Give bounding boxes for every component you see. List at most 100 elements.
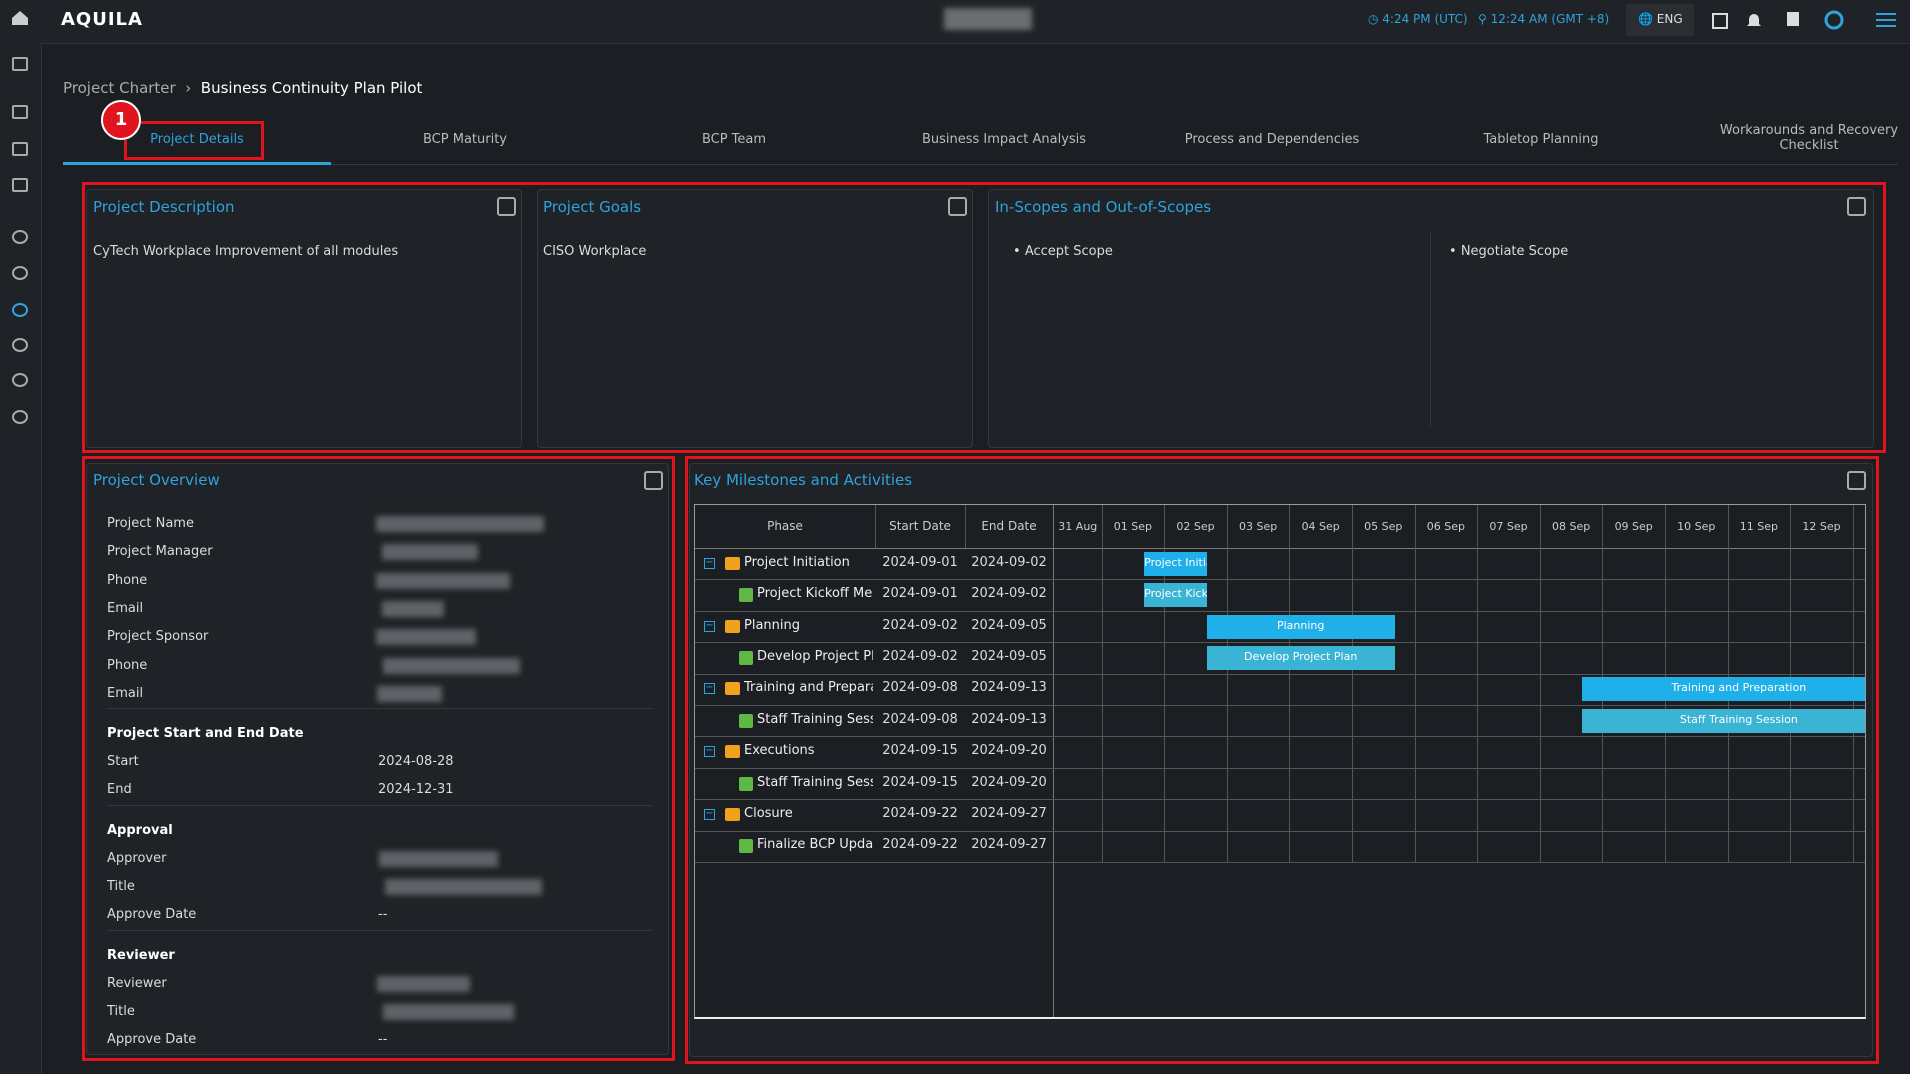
sidebar-icon[interactable]	[12, 410, 28, 424]
row-name: Closure	[744, 805, 793, 821]
tab[interactable]: Business Impact Analysis	[921, 132, 1087, 147]
task-icon	[739, 650, 753, 665]
highlight-box	[685, 456, 1879, 1064]
bell-icon[interactable]	[1746, 11, 1762, 29]
description-panel	[86, 189, 522, 448]
collapse-toggle[interactable]: −	[704, 619, 715, 632]
gantt-bar[interactable]: Training and Preparation	[1582, 677, 1865, 702]
sidebar-icon[interactable]	[12, 105, 28, 119]
gantt-bar[interactable]: Develop Project Plan	[1206, 645, 1395, 670]
tab[interactable]: Tabletop Planning	[1483, 132, 1599, 147]
collapse-toggle[interactable]: −	[704, 807, 715, 820]
sidebar-icon[interactable]	[12, 142, 28, 156]
column-line	[965, 505, 966, 548]
field-label: Phone	[107, 572, 148, 588]
highlight-box	[82, 182, 1886, 453]
day-label: 05 Sep	[1364, 520, 1403, 533]
row-start: 2024-09-02	[882, 617, 958, 633]
column-header: End Date	[981, 519, 1037, 533]
row-line	[695, 579, 1865, 581]
collapse-toggle[interactable]: −	[704, 682, 715, 695]
field-value: --	[378, 1032, 388, 1048]
overview-panel	[86, 463, 669, 1055]
sidebar-icon[interactable]	[12, 178, 28, 192]
blurred-value	[382, 600, 444, 617]
in-scope-item: • Accept Scope	[1013, 244, 1113, 259]
tab[interactable]: BCP Maturity	[422, 132, 507, 147]
highlight-box	[82, 456, 675, 1061]
row-line	[695, 673, 1865, 675]
sidebar-icon[interactable]	[12, 303, 28, 317]
language[interactable]: 🌐 ENG	[1638, 12, 1683, 26]
doc-icon[interactable]	[1785, 10, 1801, 28]
panel-title: Project Goals	[543, 198, 642, 216]
tab[interactable]: Project Details	[150, 132, 244, 147]
breadcrumb-parent[interactable]: Project Charter	[63, 79, 176, 97]
highlight-box	[124, 121, 264, 160]
gantt-bar[interactable]: Project Kickoff Meeting	[1144, 583, 1207, 608]
gantt-bar[interactable]: Planning	[1206, 614, 1395, 639]
edit-button[interactable]	[1847, 197, 1866, 216]
globe-icon[interactable]	[1824, 10, 1844, 30]
edit-button[interactable]	[644, 471, 663, 490]
day-label: 09 Sep	[1614, 520, 1653, 533]
local-time: ⚲ 12:24 AM (GMT +8)	[1478, 12, 1610, 26]
menu-icon[interactable]	[1876, 12, 1896, 28]
sidebar-icon[interactable]	[12, 373, 28, 387]
language-text[interactable]: ENG	[1656, 12, 1683, 26]
home-icon[interactable]	[11, 10, 29, 26]
field-label: Approver	[107, 850, 167, 866]
row-end: 2024-09-27	[971, 837, 1047, 853]
sidebar-icon[interactable]	[12, 338, 28, 352]
blurred-value	[376, 572, 510, 589]
section-divider	[107, 708, 652, 710]
day-label: 04 Sep	[1301, 520, 1340, 533]
gantt-bar[interactable]: Staff Training Session	[1582, 708, 1865, 733]
edit-button[interactable]	[1847, 471, 1866, 490]
collapse-toggle[interactable]: −	[704, 745, 715, 758]
bar-label: Project Kickoff Meeting	[1144, 587, 1207, 601]
sidebar-icon[interactable]	[12, 266, 28, 280]
sidebar-icon[interactable]	[12, 230, 28, 244]
edit-button[interactable]	[948, 197, 967, 216]
row-line	[695, 767, 1865, 769]
tab[interactable]: BCP Team	[701, 132, 767, 147]
row-end: 2024-09-02	[971, 586, 1047, 602]
header-line	[695, 548, 1865, 549]
section-heading: Project Start and End Date	[107, 726, 304, 742]
logo[interactable]: AQUILA	[61, 9, 143, 30]
sidebar	[0, 43, 42, 1074]
active-tab-underline	[63, 162, 331, 165]
row-start: 2024-09-08	[882, 680, 958, 696]
tab[interactable]: Workarounds and Recovery Checklist	[1719, 123, 1899, 153]
language-button[interactable]	[1626, 4, 1694, 36]
section-heading: Reviewer	[107, 947, 175, 963]
folder-icon	[725, 807, 740, 821]
day-line	[1414, 505, 1416, 862]
building-icon[interactable]	[1711, 11, 1729, 29]
field-label: Project Sponsor	[107, 629, 209, 645]
field-label: Title	[107, 1003, 135, 1019]
sidebar-icon[interactable]	[12, 57, 28, 71]
collapse-toggle[interactable]: −	[704, 556, 715, 569]
row-end: 2024-09-05	[971, 648, 1047, 664]
day-label: 08 Sep	[1551, 520, 1591, 533]
field-label: Email	[107, 600, 144, 616]
panel-title: Project Description	[93, 198, 235, 216]
row-line	[695, 830, 1865, 832]
tab[interactable]: Process and Dependencies	[1184, 132, 1360, 147]
panel-title: In-Scopes and Out-of-Scopes	[995, 198, 1212, 216]
day-line	[1164, 505, 1166, 862]
day-line	[1226, 505, 1228, 862]
gantt-bar[interactable]: Project Initiation	[1144, 551, 1207, 576]
edit-button[interactable]	[497, 197, 516, 216]
day-label: 06 Sep	[1426, 520, 1465, 533]
breadcrumb-current: Business Continuity Plan Pilot	[200, 79, 423, 97]
utc-time: ◷ 4:24 PM (UTC)	[1368, 12, 1468, 26]
out-scope-item: • Negotiate Scope	[1449, 244, 1569, 259]
row-line	[695, 705, 1865, 706]
timeline: 31 Aug 01 Sep 02 Sep 03 Sep 04 Sep 05 Sep 06 S…	[1054, 505, 1865, 1017]
column-header: Phase	[767, 519, 803, 533]
row-end: 2024-09-20	[971, 743, 1047, 759]
row-line	[695, 799, 1865, 801]
